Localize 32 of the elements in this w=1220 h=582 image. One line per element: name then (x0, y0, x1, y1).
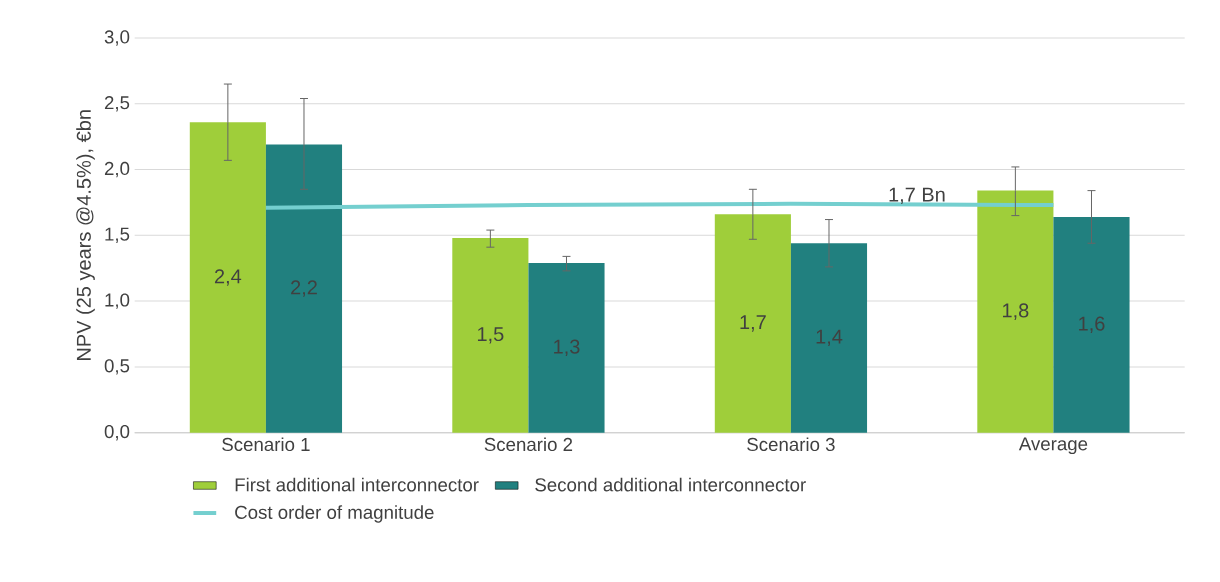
y-axis-title: NPV (25 years @4.5%), €bn (76, 110, 95, 361)
y-tick-label: 0,0 (104, 424, 130, 441)
legend-label: Second additional interconnector (535, 477, 806, 492)
data-label: 1,6 (1079, 316, 1105, 334)
bar (189, 122, 266, 433)
legend-label: First additional interconnector (235, 477, 479, 492)
data-label: 2,2 (291, 280, 317, 297)
x-tick-label: Scenario 2 (484, 437, 573, 452)
y-tick-label: 2,0 (104, 161, 130, 178)
bar (528, 262, 605, 433)
bar (265, 144, 343, 433)
y-tick-label: 1,0 (105, 293, 130, 309)
annotation: 1,7 Bn (889, 187, 945, 205)
bar (977, 190, 1054, 433)
data-label: 1,3 (554, 339, 580, 357)
bar (714, 214, 791, 433)
data-label: 1,8 (1002, 303, 1029, 320)
bar (1053, 216, 1130, 433)
bar (452, 237, 529, 433)
y-tick-label: 3,0 (104, 30, 130, 46)
x-tick-label: Scenario 3 (747, 437, 835, 452)
legend-label: Cost order of magnitude (235, 505, 434, 523)
data-label: 2,4 (214, 269, 242, 286)
data-label: 1,7 (740, 315, 766, 332)
x-tick-label: Average (1018, 437, 1088, 455)
data-label: 1,4 (816, 329, 843, 347)
y-tick-label: 0,5 (104, 359, 130, 375)
y-tick-label: 1,5 (105, 227, 130, 243)
bar (790, 243, 868, 433)
data-label: 1,5 (477, 327, 504, 344)
y-tick-label: 2,5 (104, 96, 130, 112)
x-tick-label: Scenario 1 (222, 437, 310, 452)
